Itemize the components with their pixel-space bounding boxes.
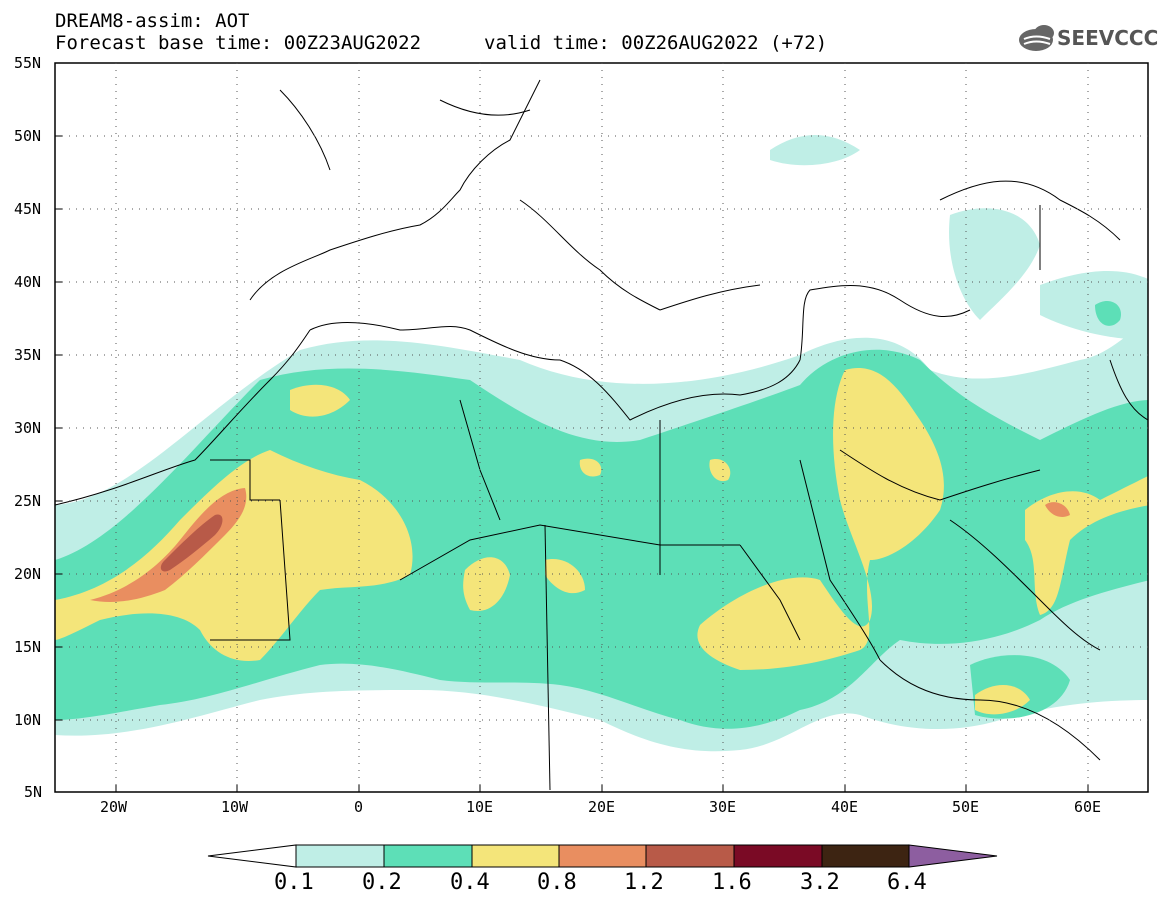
colorbar-bin [645, 844, 735, 868]
aot-level-0.8 [1045, 502, 1070, 517]
lat-label: 15N [14, 638, 42, 656]
lon-label: 0 [354, 798, 364, 816]
colorbar-label: 0.1 [274, 870, 314, 895]
colorbar-label: 1.6 [712, 870, 752, 895]
lat-label: 5N [24, 783, 43, 801]
colorbar-bin [471, 844, 560, 868]
lat-label: 45N [14, 200, 42, 218]
coastlines [55, 79, 1148, 791]
colorbar-over [908, 844, 998, 868]
aot-level-1.2 [160, 514, 223, 572]
lon-label: 20W [100, 798, 128, 816]
lon-label: 30E [709, 798, 737, 816]
colorbar-bin [821, 844, 910, 868]
aot-level-0.8 [90, 488, 247, 602]
colorbar-label: 6.4 [887, 870, 927, 895]
colorbar [207, 844, 998, 868]
lon-label: 10E [466, 798, 494, 816]
colorbar-under [207, 844, 297, 868]
lat-label: 35N [14, 346, 42, 364]
colorbar-label: 1.2 [624, 870, 664, 895]
lat-label: 25N [14, 492, 42, 510]
forecast-base-time: Forecast base time: 00Z23AUG2022 [55, 32, 422, 54]
map-title: DREAM8-assim: AOT [55, 10, 250, 32]
graticule [55, 63, 1148, 792]
cloud-icon [1019, 25, 1054, 51]
lat-label: 40N [14, 273, 42, 291]
colorbar-label: 0.8 [537, 870, 577, 895]
aot-level-0.4 [290, 384, 350, 417]
aot-level-0.4 [545, 559, 585, 594]
lat-label: 50N [14, 127, 42, 145]
colorbar-label: 0.4 [450, 870, 490, 895]
logo-text: SEEVCCC [1057, 26, 1159, 50]
aot-level-0.1 [1040, 271, 1148, 340]
valid-time: valid time: 00Z26AUG2022 (+72) [484, 32, 828, 54]
lon-label: 50E [952, 798, 980, 816]
aot-level-0.4 [579, 458, 602, 477]
colorbar-bin [295, 844, 385, 868]
colorbar-label: 0.2 [362, 870, 402, 895]
lon-label: 60E [1074, 798, 1102, 816]
lon-label: 40E [831, 798, 859, 816]
aot-level-0.4 [55, 450, 413, 661]
aot-level-0.4 [463, 557, 510, 611]
aot-level-0.1 [770, 135, 860, 166]
colorbar-bin [383, 844, 473, 868]
colorbar-bin [733, 844, 823, 868]
aot-level-0.4 [975, 684, 1030, 715]
colorbar-bin [558, 844, 647, 868]
aot-level-0.4 [709, 459, 731, 482]
aot-level-0.4 [697, 368, 944, 670]
axis-ticks [55, 62, 1089, 792]
lat-label: 10N [14, 711, 42, 729]
lat-label: 55N [14, 54, 42, 72]
colorbar-label: 3.2 [800, 870, 840, 895]
aot-level-0.2 [1095, 300, 1121, 326]
lat-label: 20N [14, 565, 42, 583]
lon-label: 10W [221, 798, 249, 816]
lon-label: 20E [588, 798, 616, 816]
aot-level-0.1 [949, 208, 1040, 320]
lat-label: 30N [14, 419, 42, 437]
